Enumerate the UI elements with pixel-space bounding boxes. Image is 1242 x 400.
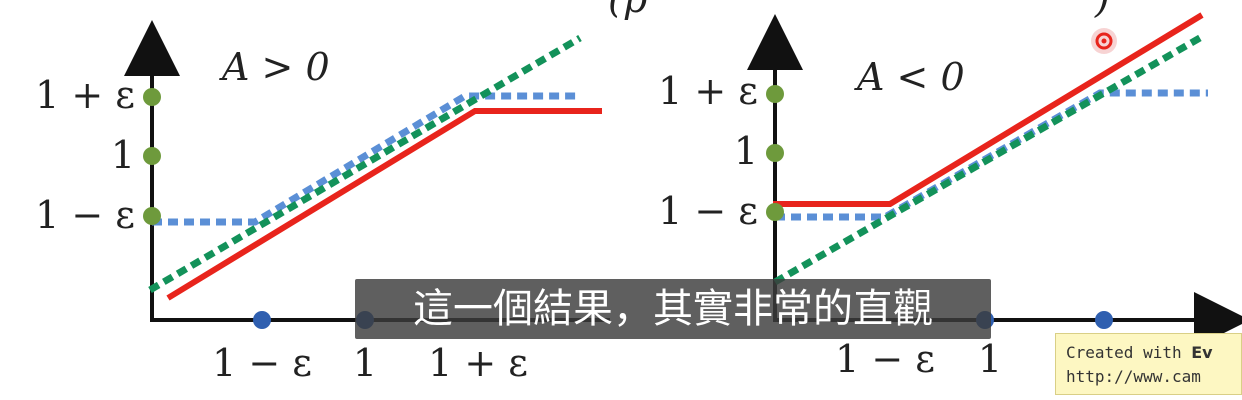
left-clip-line [152, 92, 580, 226]
right-y-label-upper: 1 + ε [658, 69, 758, 113]
right-x-label-lower: 1 − ε [835, 337, 935, 381]
left-y-label-one: 1 [111, 133, 135, 177]
left-x-label-upper: 1 + ε [428, 341, 528, 385]
right-x-label-one: 1 [978, 337, 1002, 381]
watermark-line-2: http://www.cam [1066, 367, 1201, 386]
left-objective-line [166, 108, 602, 301]
pointer-cursor-icon [1091, 28, 1117, 54]
left-y-dot-lower [143, 207, 161, 225]
right-condition-label: A < 0 [854, 55, 965, 99]
right-y-label-lower: 1 − ε [658, 189, 758, 233]
right-y-dot-upper [766, 85, 784, 103]
right-y-dot-one [766, 144, 784, 162]
right-y-label-one: 1 [734, 129, 758, 173]
right-panel: 1 + ε 1 1 − ε 1 − ε 1 A < 0 [658, 12, 1242, 381]
right-clip-line [775, 89, 1208, 221]
left-x-dot-lower [253, 311, 271, 329]
video-subtitle: 這一個結果，其實非常的直觀 [355, 279, 991, 339]
watermark-line-1: Created with Ev [1066, 343, 1213, 362]
top-formula-fragment-right: ) [1094, 0, 1110, 21]
top-formula-fragment: (p [608, 0, 647, 21]
right-x-dot-upper [1095, 311, 1113, 329]
right-y-dot-lower [766, 203, 784, 221]
left-x-label-lower: 1 − ε [212, 341, 312, 385]
right-objective-line [773, 12, 1204, 207]
left-condition-label: A > 0 [219, 45, 330, 89]
right-ratio-line [773, 31, 1207, 286]
left-y-label-upper: 1 + ε [35, 73, 135, 117]
left-ratio-line [148, 34, 582, 294]
watermark-badge: Created with Ev http://www.cam [1055, 333, 1242, 395]
left-y-label-lower: 1 − ε [35, 193, 135, 237]
left-x-label-one: 1 [353, 341, 377, 385]
left-y-dot-upper [143, 88, 161, 106]
left-y-dot-one [143, 147, 161, 165]
